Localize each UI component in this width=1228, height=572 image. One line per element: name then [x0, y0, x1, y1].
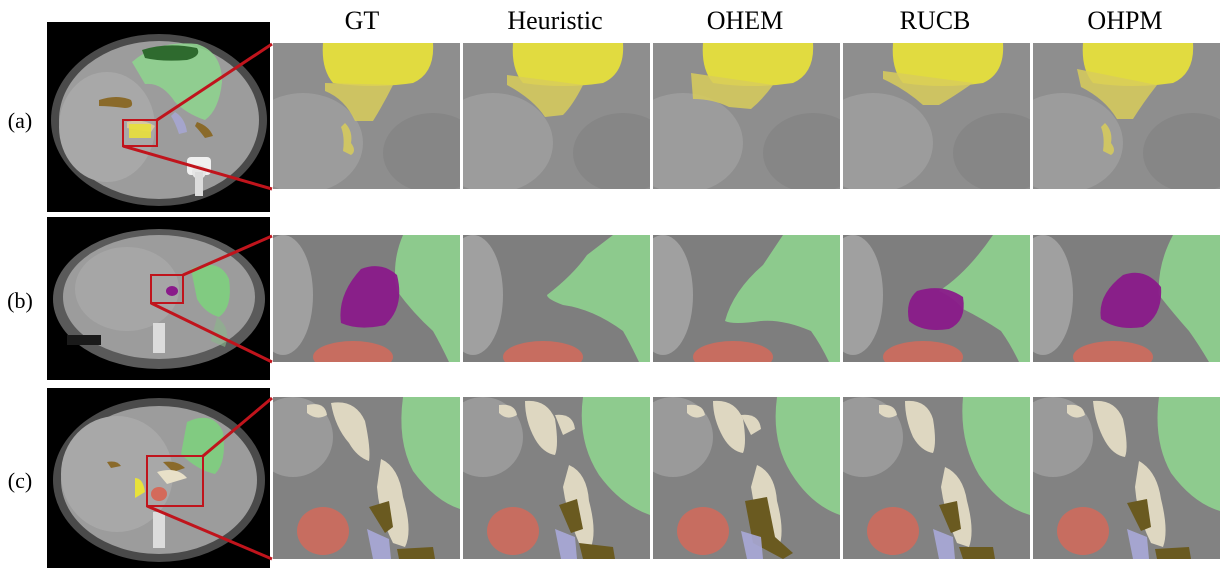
crop-row-a-heuristic — [463, 43, 650, 189]
column-header-rucb: RUCB — [899, 6, 971, 35]
crop-row-a-ohem — [653, 43, 840, 189]
crop-row-b-ohpm — [1033, 235, 1220, 362]
crop-row-c-ohpm — [1033, 397, 1220, 559]
crop-row-a-rucb — [843, 43, 1030, 189]
crop-row-b-heuristic — [463, 235, 650, 362]
crop-row-c-heuristic — [463, 397, 650, 559]
ct-scan-row-c — [47, 388, 270, 568]
ct-scan-row-b — [47, 217, 270, 380]
row-label-c: (c) — [7, 468, 33, 493]
row-label-a: (a) — [7, 108, 33, 133]
crop-row-a-gt — [273, 43, 460, 189]
crop-row-b-gt — [273, 235, 460, 362]
column-header-heuristic: Heuristic — [507, 6, 603, 35]
column-header-ohem: OHEM — [706, 6, 784, 35]
crop-row-c-gt — [273, 397, 460, 559]
crop-row-b-rucb — [843, 235, 1030, 362]
column-header-ohpm: OHPM — [1087, 6, 1163, 35]
crop-row-c-ohem — [653, 397, 840, 559]
crop-row-b-ohem — [653, 235, 840, 362]
crop-row-a-ohpm — [1033, 43, 1220, 189]
crop-row-c-rucb — [843, 397, 1030, 559]
column-header-gt: GT — [344, 6, 380, 35]
ct-scan-row-a — [47, 22, 270, 212]
row-label-b: (b) — [7, 288, 33, 313]
